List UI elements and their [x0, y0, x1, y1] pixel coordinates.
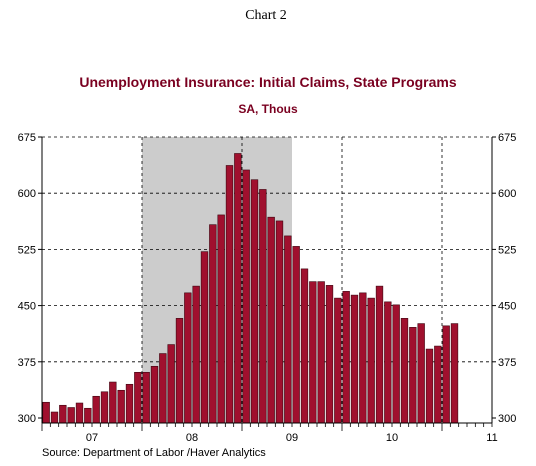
bar	[417, 323, 425, 424]
bar	[434, 345, 442, 424]
bar	[325, 285, 334, 424]
x-year-label: 09	[286, 432, 298, 444]
bar	[400, 318, 409, 424]
bar	[75, 402, 84, 424]
bar	[125, 383, 134, 424]
plot-area: 300 300 375 375 450 450 525 525 600 600 675 675 07 08…	[18, 132, 517, 444]
bar	[300, 268, 309, 424]
bar	[275, 220, 284, 424]
y-tick-label-left: 300	[18, 413, 36, 425]
y-tick-label-left: 525	[18, 244, 36, 256]
chart-number: Chart 2	[245, 8, 287, 23]
bar	[259, 189, 267, 424]
chart-subtitle: SA, Thous	[238, 102, 298, 116]
bar	[375, 285, 384, 424]
bar	[392, 304, 400, 424]
bar	[192, 285, 200, 424]
bar	[450, 323, 459, 424]
bar	[334, 297, 342, 424]
bar	[359, 292, 367, 424]
y-tick-label-left: 375	[18, 357, 36, 369]
chart-source: Source: Department of Labor /Haver Analy…	[42, 447, 266, 459]
bar	[225, 165, 234, 424]
chart-title: Unemployment Insurance: Initial Claims, …	[79, 74, 457, 90]
bar	[117, 389, 125, 424]
x-year-label: 08	[186, 432, 198, 444]
bar	[100, 391, 109, 424]
bar	[309, 281, 317, 424]
bar	[59, 404, 67, 424]
y-tick-label-right: 525	[498, 244, 516, 256]
bar	[92, 395, 100, 424]
bar	[84, 407, 92, 424]
bar	[217, 214, 225, 424]
bar	[209, 224, 217, 424]
bar	[425, 348, 434, 424]
bar	[42, 401, 50, 424]
bar	[134, 371, 142, 424]
bar	[342, 291, 350, 424]
x-year-label: 10	[386, 432, 398, 444]
bar	[317, 281, 325, 424]
y-tick-label-right: 375	[498, 357, 516, 369]
x-year-label: 07	[86, 432, 98, 444]
recession-shading	[142, 137, 292, 423]
bar	[442, 325, 450, 424]
y-tick-label-right: 600	[498, 188, 516, 200]
bar	[367, 297, 375, 424]
bar	[242, 169, 250, 424]
bar	[350, 294, 359, 424]
bar	[267, 216, 275, 424]
bar	[50, 411, 59, 424]
bar	[384, 301, 392, 424]
bar	[200, 251, 209, 424]
bar	[167, 344, 175, 424]
bar	[184, 292, 192, 424]
bar	[159, 353, 167, 424]
bar	[150, 365, 159, 424]
y-tick-label-right: 450	[498, 301, 516, 313]
y-tick-label-right: 675	[498, 132, 516, 144]
bar	[142, 371, 150, 424]
bar	[234, 153, 242, 424]
bar	[175, 318, 184, 424]
bar	[284, 235, 292, 424]
y-tick-label-left: 600	[18, 188, 36, 200]
y-tick-label-left: 675	[18, 132, 36, 144]
x-year-label: 11	[486, 432, 497, 444]
y-tick-label-right: 300	[498, 413, 516, 425]
y-tick-label-left: 450	[18, 301, 36, 313]
bar	[67, 407, 75, 424]
bar	[250, 179, 259, 424]
bar	[409, 327, 417, 424]
bar	[292, 246, 300, 424]
bar	[109, 381, 117, 424]
